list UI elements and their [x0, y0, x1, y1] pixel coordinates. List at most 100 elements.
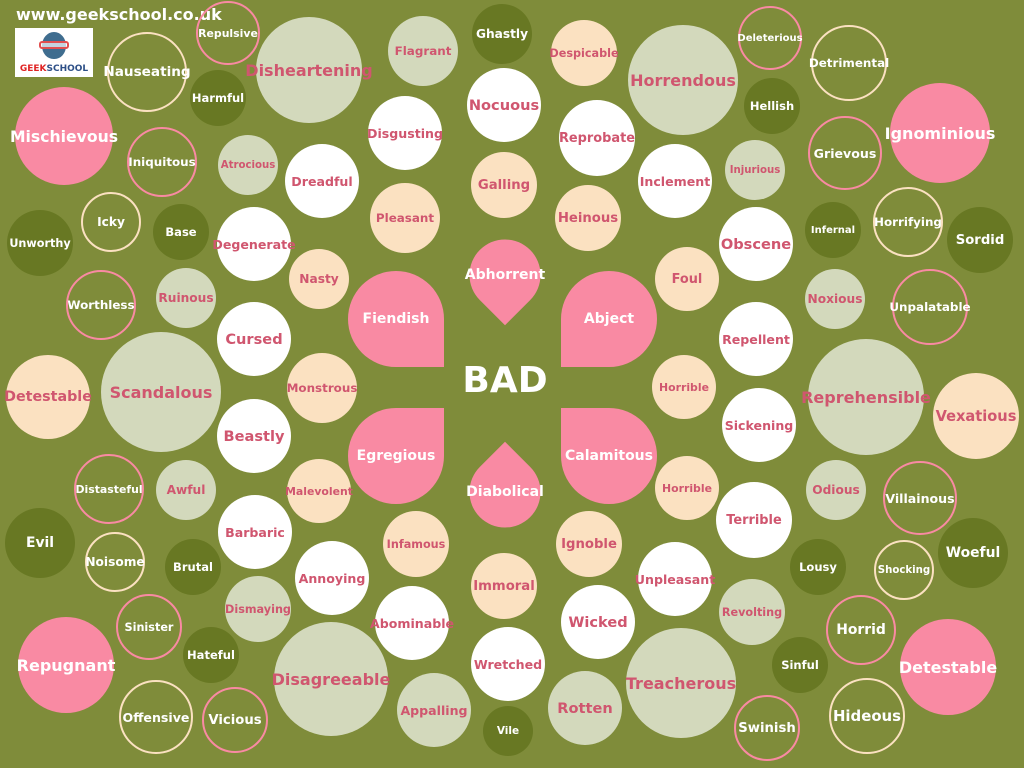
word-label: Cursed	[225, 330, 283, 348]
word-bubble-beastly: Beastly	[217, 399, 291, 473]
word-bubble-horrible: Horrible	[652, 355, 716, 419]
word-bubble-repulsive: Repulsive	[196, 1, 260, 65]
word-label: Icky	[97, 215, 125, 229]
word-label: Rotten	[557, 699, 613, 717]
word-label: Disgusting	[367, 125, 443, 141]
word-label: Reprobate	[558, 130, 636, 146]
word-bubble-awful: Awful	[156, 460, 216, 520]
website-url: www.geekschool.co.uk	[16, 5, 222, 24]
word-label: Hellish	[749, 99, 795, 113]
word-label: Noxious	[807, 292, 863, 306]
word-bubble-scandalous: Scandalous	[101, 332, 221, 452]
word-label: Pleasant	[375, 211, 435, 225]
word-bubble-heinous: Heinous	[555, 185, 621, 251]
word-bubble-unpleasant: Unpleasant	[634, 542, 716, 616]
word-bubble-dreadful: Dreadful	[285, 144, 359, 218]
word-bubble-reprobate: Reprobate	[559, 100, 635, 176]
word-label: Villainous	[885, 490, 955, 506]
word-label: Lousy	[799, 560, 837, 574]
word-label: Hateful	[187, 648, 235, 662]
word-label: Repulsive	[198, 26, 258, 40]
word-bubble-immoral: Immoral	[471, 553, 537, 619]
word-bubble-nocuous: Nocuous	[467, 68, 541, 142]
word-label: Ruinous	[158, 291, 214, 305]
word-bubble-horrifying: Horrifying	[873, 187, 943, 257]
word-label: Woeful	[945, 545, 1001, 561]
word-bubble-atrocious: Atrocious	[218, 135, 278, 195]
word-label: Dismaying	[225, 602, 291, 616]
word-label: Horrible	[659, 380, 709, 394]
word-label: Base	[165, 225, 197, 239]
petal-label: Abhorrent	[464, 267, 546, 283]
petal-abject: Abject	[561, 271, 657, 367]
word-bubble-hideous: Hideous	[829, 678, 905, 754]
word-label: Disheartening	[245, 60, 373, 80]
petal-egregious: Egregious	[348, 408, 444, 504]
word-label: Offensive	[122, 709, 190, 725]
word-bubble-lousy: Lousy	[790, 539, 846, 595]
word-bubble-vile: Vile	[483, 706, 533, 756]
word-bubble-sinful: Sinful	[772, 637, 828, 693]
word-bubble-ignominious: Ignominious	[885, 83, 995, 183]
word-bubble-detestable: Detestable	[4, 355, 92, 439]
word-label: Deleterious	[737, 32, 803, 44]
word-bubble-abominable: Abominable	[370, 586, 454, 660]
petal-label: Calamitous	[565, 448, 653, 464]
word-label: Terrible	[726, 512, 782, 528]
word-bubble-nauseating: Nauseating	[103, 32, 191, 112]
word-bubble-noisome: Noisome	[85, 532, 145, 592]
word-bubble-unpalatable: Unpalatable	[889, 269, 971, 345]
word-label: Detrimental	[808, 56, 890, 70]
petal-fiendish: Fiendish	[348, 271, 444, 367]
word-bubble-cursed: Cursed	[217, 302, 291, 376]
word-label: Vicious	[208, 712, 262, 728]
word-label: Vexatious	[935, 407, 1017, 425]
word-bubble-rotten: Rotten	[548, 671, 622, 745]
word-bubble-reprehensible: Reprehensible	[801, 339, 931, 455]
word-label: Horrible	[662, 481, 712, 495]
word-label: Reprehensible	[801, 387, 931, 407]
word-bubble-disgusting: Disgusting	[367, 96, 443, 170]
word-bubble-degenerate: Degenerate	[212, 207, 296, 281]
word-label: Wicked	[568, 613, 628, 631]
word-label: Despicable	[549, 46, 619, 60]
word-label: Atrocious	[220, 159, 276, 171]
word-bubble-sordid: Sordid	[947, 207, 1013, 273]
word-bubble-unworthy: Unworthy	[7, 210, 73, 276]
petal-diabolical: Diabolical	[454, 441, 556, 543]
petal-abhorrent: Abhorrent	[454, 224, 556, 326]
word-bubble-evil: Evil	[5, 508, 75, 578]
word-label: Galling	[477, 177, 531, 193]
word-label: Heinous	[557, 210, 619, 226]
word-bubble-mischievous: Mischievous	[10, 87, 118, 185]
word-bubble-despicable: Despicable	[549, 20, 619, 86]
petal-label: Diabolical	[466, 484, 544, 500]
word-bubble-monstrous: Monstrous	[287, 353, 357, 423]
word-label: Mischievous	[9, 126, 119, 146]
word-label: Ghastly	[475, 27, 529, 41]
word-bubble-vicious: Vicious	[202, 687, 268, 753]
word-label: Barbaric	[225, 524, 285, 540]
word-bubble-worthless: Worthless	[66, 270, 136, 340]
word-label: Harmful	[191, 91, 245, 105]
word-label: Evil	[25, 535, 55, 551]
word-label: Distasteful	[75, 482, 143, 496]
word-label: Repellent	[722, 331, 790, 347]
word-label: Vile	[496, 725, 520, 737]
word-label: Nocuous	[468, 96, 540, 114]
word-bubble-appalling: Appalling	[397, 673, 471, 747]
word-label: Repugnant	[16, 655, 116, 675]
word-bubble-harmful: Harmful	[190, 70, 246, 126]
word-bubble-woeful: Woeful	[938, 518, 1008, 588]
word-bubble-vexatious: Vexatious	[933, 373, 1019, 459]
word-label: Revolting	[721, 605, 783, 619]
word-label: Sinister	[124, 620, 174, 634]
center-word: BAD	[462, 360, 548, 401]
word-label: Unpalatable	[889, 300, 971, 314]
word-label: Unpleasant	[634, 571, 716, 587]
word-bubble-treacherous: Treacherous	[626, 628, 736, 738]
word-label: Degenerate	[212, 236, 296, 252]
word-label: Sinful	[781, 658, 819, 672]
word-bubble-offensive: Offensive	[119, 680, 193, 754]
word-label: Horrifying	[874, 215, 942, 229]
